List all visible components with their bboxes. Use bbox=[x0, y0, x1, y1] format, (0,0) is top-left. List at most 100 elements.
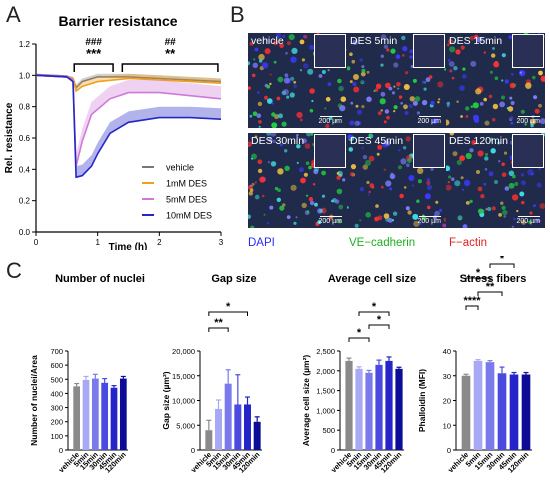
y-tick-label: 600 bbox=[50, 361, 63, 370]
y-tick-label: 500 bbox=[50, 375, 63, 384]
cell-dot bbox=[351, 59, 356, 64]
cell-dot bbox=[347, 206, 349, 209]
cell-dot bbox=[446, 101, 450, 106]
y-tick-label: 0.8 bbox=[19, 103, 31, 112]
cell-dot bbox=[301, 202, 307, 209]
chart-a-xlabel: Time (h) bbox=[109, 242, 148, 250]
cell-dot bbox=[538, 103, 542, 108]
cell-dot bbox=[308, 165, 312, 170]
legend-dapi: DAPI bbox=[248, 237, 275, 249]
cell-dot bbox=[387, 218, 393, 223]
cell-dot bbox=[359, 186, 365, 192]
sig-bracket-right bbox=[121, 63, 219, 72]
y-tick-label: 10 bbox=[443, 421, 451, 430]
cell-dot bbox=[327, 82, 332, 86]
cell-dot bbox=[491, 117, 496, 122]
legend-label: 1mM DES bbox=[166, 179, 207, 189]
cell-dot bbox=[379, 98, 386, 105]
cell-dot bbox=[430, 167, 434, 171]
bar bbox=[509, 374, 519, 450]
y-tick-label: 700 bbox=[50, 347, 63, 356]
cell-dot bbox=[349, 120, 355, 126]
cell-dot bbox=[321, 170, 326, 176]
bar bbox=[385, 360, 393, 450]
cell-dot bbox=[281, 121, 287, 127]
cell-dot bbox=[279, 143, 283, 147]
cell-dot bbox=[426, 177, 431, 182]
bar-chart-average-cell-size: Average cell size 0 500 1,000 1,500 2,000 2,50… bbox=[301, 273, 416, 475]
cell-dot bbox=[321, 70, 326, 74]
cell-dot bbox=[408, 175, 415, 181]
cell-dot bbox=[520, 109, 525, 114]
cell-dot bbox=[349, 172, 354, 177]
cell-dot bbox=[250, 184, 253, 187]
sig-label: * bbox=[372, 301, 377, 313]
cell-dot bbox=[417, 179, 422, 184]
cell-dot bbox=[403, 84, 410, 90]
cell-dot bbox=[393, 62, 399, 68]
cell-dot bbox=[460, 176, 464, 180]
cell-dot bbox=[317, 220, 322, 225]
cell-dot bbox=[452, 151, 458, 157]
cell-dot bbox=[389, 187, 393, 191]
cell-dot bbox=[469, 199, 473, 204]
error-band-1mm-des bbox=[36, 73, 221, 91]
cell-dot bbox=[457, 215, 463, 221]
cell-dot bbox=[423, 87, 427, 91]
cell-dot bbox=[453, 40, 456, 43]
cell-dot bbox=[268, 137, 273, 143]
cell-dot bbox=[412, 213, 419, 220]
cell-dot bbox=[337, 78, 342, 84]
cell-dot bbox=[273, 40, 279, 46]
cell-dot bbox=[474, 34, 479, 39]
cell-dot bbox=[295, 216, 298, 219]
cell-dot bbox=[459, 155, 465, 162]
cell-dot bbox=[501, 53, 506, 58]
sig-bracket bbox=[477, 291, 503, 296]
cell-dot bbox=[492, 47, 495, 50]
cell-dot bbox=[296, 134, 299, 137]
cell-dot bbox=[299, 69, 303, 72]
cell-dot bbox=[380, 185, 384, 189]
cell-dot bbox=[439, 208, 442, 212]
cell-dot bbox=[403, 104, 408, 110]
cell-dot bbox=[349, 80, 353, 84]
bar bbox=[521, 374, 531, 450]
cell-dot bbox=[448, 38, 453, 44]
cell-dot bbox=[476, 36, 483, 43]
cell-dot bbox=[368, 133, 373, 138]
cell-dot bbox=[359, 58, 363, 62]
cell-dot bbox=[402, 46, 408, 52]
bar bbox=[224, 383, 232, 450]
cell-dot bbox=[407, 210, 412, 215]
scale-bar-label: 200 µm bbox=[417, 218, 442, 225]
cell-dot bbox=[354, 120, 360, 127]
tile-label: DES 45min bbox=[350, 135, 404, 147]
cell-dot bbox=[277, 168, 284, 175]
micrograph-texture bbox=[446, 133, 545, 228]
sig-label: * bbox=[476, 267, 481, 279]
cell-dot bbox=[355, 104, 359, 108]
cell-dot bbox=[369, 183, 375, 189]
cell-dot bbox=[286, 41, 291, 46]
cell-dot bbox=[400, 102, 403, 105]
cell-dot bbox=[510, 121, 514, 125]
cell-dot bbox=[501, 205, 506, 210]
cell-dot bbox=[470, 60, 477, 67]
cell-dot bbox=[454, 180, 461, 187]
cell-dot bbox=[307, 68, 314, 75]
sig-bracket bbox=[465, 305, 479, 310]
cell-dot bbox=[293, 221, 297, 225]
cell-dot bbox=[362, 154, 368, 160]
cell-dot bbox=[500, 201, 504, 205]
cell-dot bbox=[510, 100, 515, 106]
cell-dot bbox=[282, 203, 286, 207]
x-tick-label: 0 bbox=[34, 238, 39, 247]
bar bbox=[244, 404, 251, 450]
cell-dot bbox=[309, 44, 315, 50]
cell-dot bbox=[325, 123, 330, 128]
cell-dot bbox=[446, 184, 452, 191]
cell-dot bbox=[530, 123, 534, 128]
chart-title: Gap size bbox=[211, 273, 256, 285]
y-tick-label: 0 bbox=[331, 446, 335, 455]
